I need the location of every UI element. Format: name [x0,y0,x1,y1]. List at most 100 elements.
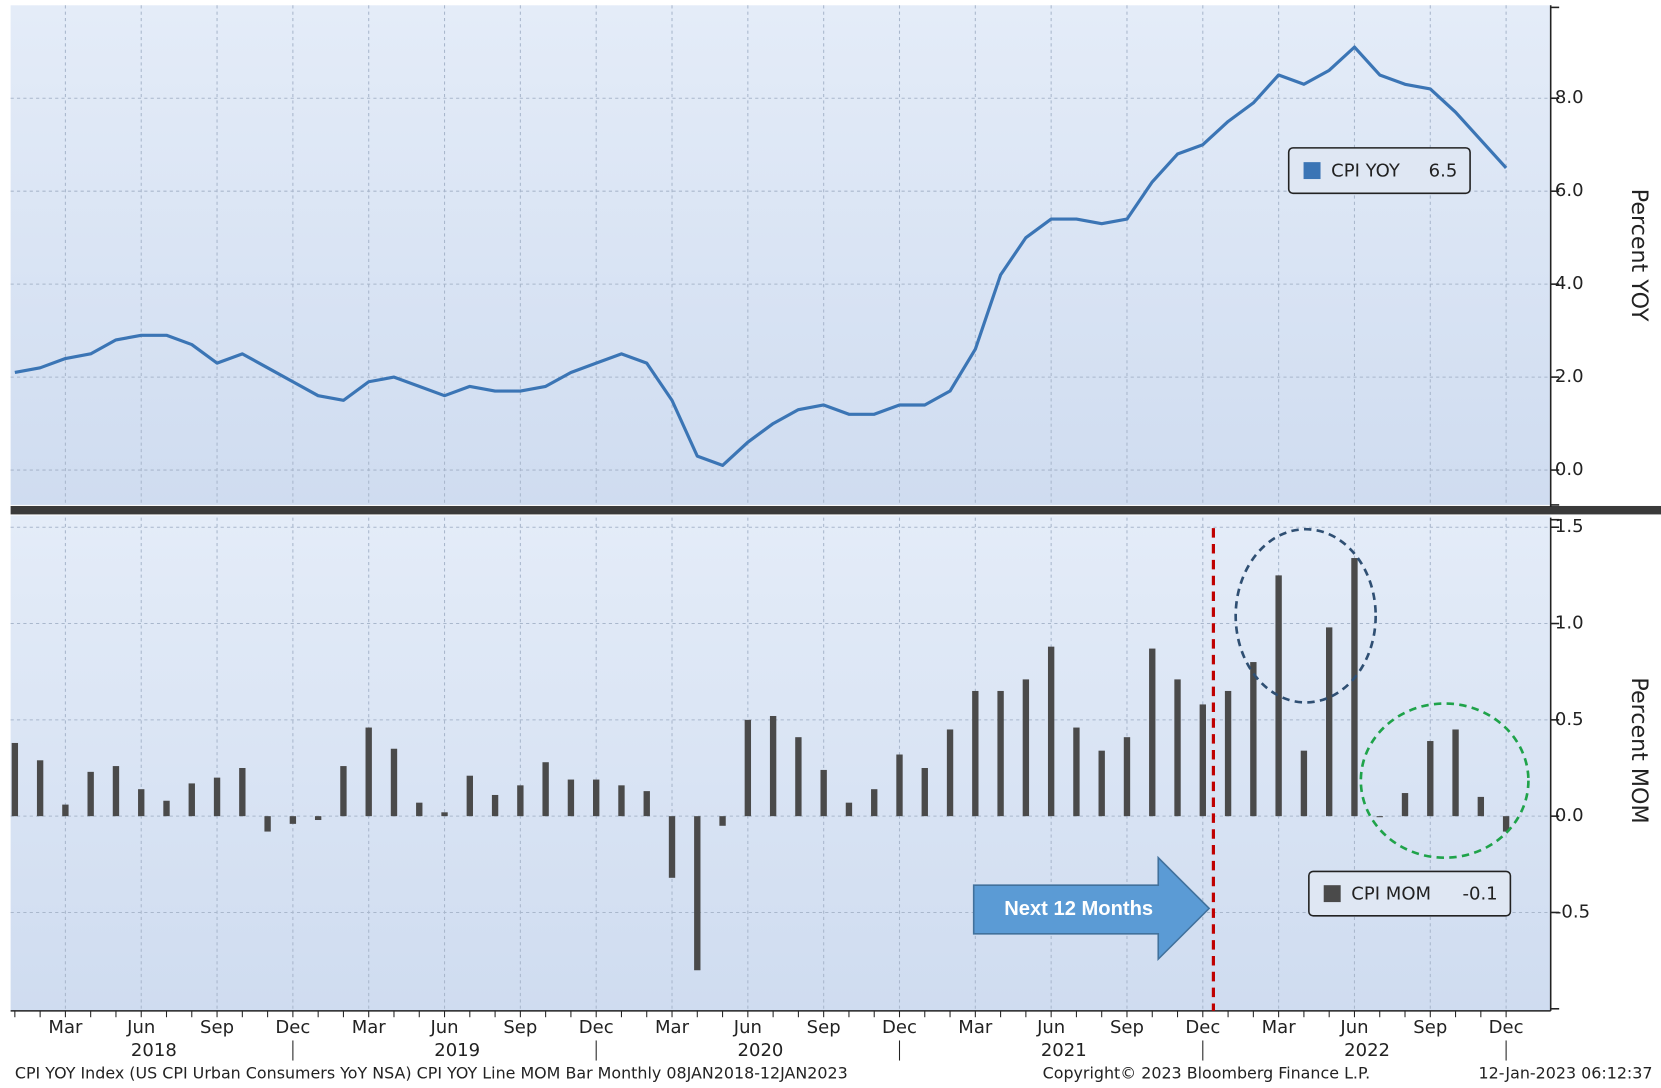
bar [213,777,221,817]
x-group-label: 2018 [131,1040,177,1061]
bar [921,768,928,817]
bar [1047,646,1055,817]
footer-copyright: Copyright© 2023 Bloomberg Finance L.P. [1043,1064,1371,1083]
bar [997,690,1004,817]
bar [567,779,575,817]
bar [517,785,524,817]
y-axis-label: Percent MOM [1626,677,1652,823]
legend-box [1308,870,1512,917]
bar [1452,729,1459,817]
bar [1325,627,1333,817]
bar [593,779,600,817]
bar [188,783,195,817]
bar [466,775,473,817]
y-tick-label: -0.5 [1555,901,1590,922]
bar [1401,793,1409,817]
y-tick-label: 0.0 [1555,805,1584,826]
bar [1351,558,1358,817]
y-tick-label: 1.5 [1555,516,1584,537]
legend-label: CPI YOY [1331,161,1401,182]
y-axis-label: Percent YOY [1626,189,1652,322]
bar [668,816,676,878]
bar [36,760,44,817]
footer-description: CPI YOY Index (US CPI Urban Consumers Yo… [15,1064,848,1083]
bar [1376,816,1383,818]
bar [694,816,701,971]
bar [795,737,802,817]
bar [416,802,423,817]
highlight-circle [1234,527,1378,704]
x-tick-label: Mar [352,1017,387,1038]
bar [264,816,271,832]
bar [314,816,322,821]
panel-divider [10,505,1661,515]
bar [618,785,625,817]
bar [1149,648,1156,817]
legend-swatch [1303,162,1321,180]
y-tick-label: 1.0 [1555,613,1584,634]
x-tick-label: Sep [503,1017,537,1038]
bar [1502,816,1510,832]
bar [1073,727,1080,817]
y-tick-label: 0.0 [1555,459,1584,480]
x-tick-label: Dec [882,1017,917,1038]
legend-label: CPI MOM [1351,884,1431,905]
bar [1098,750,1105,817]
bar [845,802,853,817]
bar [62,804,69,817]
x-tick-label: Dec [579,1017,614,1038]
x-tick-label: Sep [807,1017,841,1038]
x-tick-label: Dec [1185,1017,1220,1038]
x-tick-label: Dec [275,1017,310,1038]
x-group-label: 2020 [738,1040,784,1061]
bar [946,729,954,817]
x-tick-label: Jun [429,1017,458,1038]
top-panel [10,5,1551,505]
bar [239,768,246,817]
bar [1275,575,1282,817]
bar [11,742,19,817]
legend-swatch [1323,885,1341,903]
bar [1224,690,1232,817]
x-group-label: 2021 [1041,1040,1087,1061]
bar [972,690,979,817]
bar [1199,704,1206,817]
x-tick-label: Mar [1262,1017,1297,1038]
bar [719,816,726,826]
y-tick-label: 2.0 [1555,366,1584,387]
annotation: Next 12 Months [1004,898,1153,920]
highlight-circle [1359,702,1530,860]
x-tick-label: Sep [1110,1017,1144,1038]
bar [542,762,549,817]
x-tick-label: Sep [200,1017,234,1038]
bar [491,794,499,817]
legend-value: 6.5 [1429,161,1458,182]
footer-timestamp: 12-Jan-2023 06:12:37 [1479,1064,1653,1083]
x-tick-label: Jun [733,1017,762,1038]
bar [112,766,120,817]
bar [365,727,372,817]
bar [769,715,777,817]
x-tick-label: Mar [655,1017,690,1038]
bar [1477,796,1485,817]
bar [163,800,170,817]
x-tick-label: Mar [48,1017,83,1038]
legend-box [1287,147,1471,195]
legend-value: -0.1 [1462,884,1497,905]
bar [1300,750,1308,817]
bar [1123,737,1131,817]
y-tick-label: 0.5 [1555,709,1584,730]
bar [340,766,347,817]
bar [441,812,448,817]
x-tick-label: Mar [958,1017,993,1038]
y-tick-label: 8.0 [1555,87,1584,108]
arrow [972,855,1211,962]
x-tick-label: Jun [1339,1017,1368,1038]
plot-layer: 0.0 2.0 4.0 6.0 8.0 Percent YOY CPI YOY 6.5 -0.5… [10,5,1652,1061]
x-tick-label: Jun [1036,1017,1065,1038]
y-tick-label: 4.0 [1555,273,1584,294]
bar [643,791,650,817]
bar [289,816,297,824]
bar [390,748,398,817]
